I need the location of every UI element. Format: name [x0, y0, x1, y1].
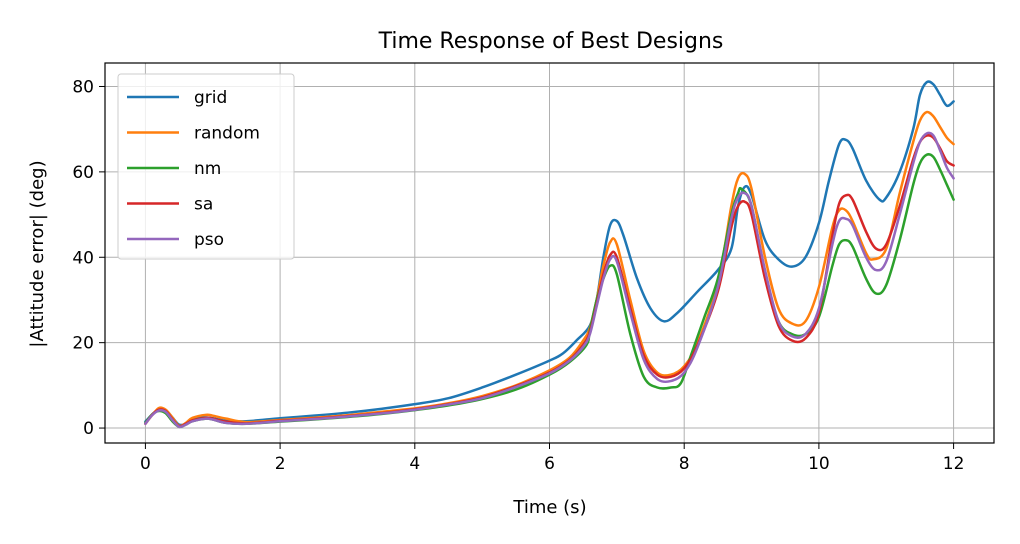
y-tick-label: 60	[72, 163, 94, 183]
x-tick-label: 2	[275, 454, 286, 474]
legend: grid random nm sa pso	[117, 73, 295, 260]
legend-label-nm: nm	[194, 159, 221, 179]
y-tick-label: 40	[72, 248, 94, 268]
legend-label-sa: sa	[194, 195, 213, 215]
series-line-pso	[144, 131, 955, 429]
x-tick-label: 12	[943, 454, 965, 474]
x-tick-label: 6	[544, 454, 555, 474]
legend-items: grid random nm sa pso	[127, 88, 260, 250]
legend-label-random: random	[194, 124, 260, 144]
y-axis-title: |Attitude error| (deg)	[27, 160, 48, 347]
series-lines	[144, 80, 955, 429]
x-tick-label: 4	[409, 454, 420, 474]
y-tick-label: 0	[83, 419, 94, 439]
series-line-random	[144, 110, 955, 428]
x-tick-label: 10	[808, 454, 830, 474]
chart-title: Time Response of Best Designs	[378, 29, 724, 54]
legend-label-pso: pso	[194, 230, 224, 250]
x-tick-label: 8	[679, 454, 690, 474]
axis-ticks: 0 2 4 6 8 10 12 0 20 40 60 80	[72, 77, 964, 474]
y-tick-label: 80	[72, 77, 94, 97]
x-axis-title: Time (s)	[512, 497, 586, 518]
y-tick-label: 20	[72, 334, 94, 354]
x-tick-label: 0	[140, 454, 151, 474]
legend-label-grid: grid	[194, 88, 227, 108]
legend-frame	[117, 73, 295, 260]
